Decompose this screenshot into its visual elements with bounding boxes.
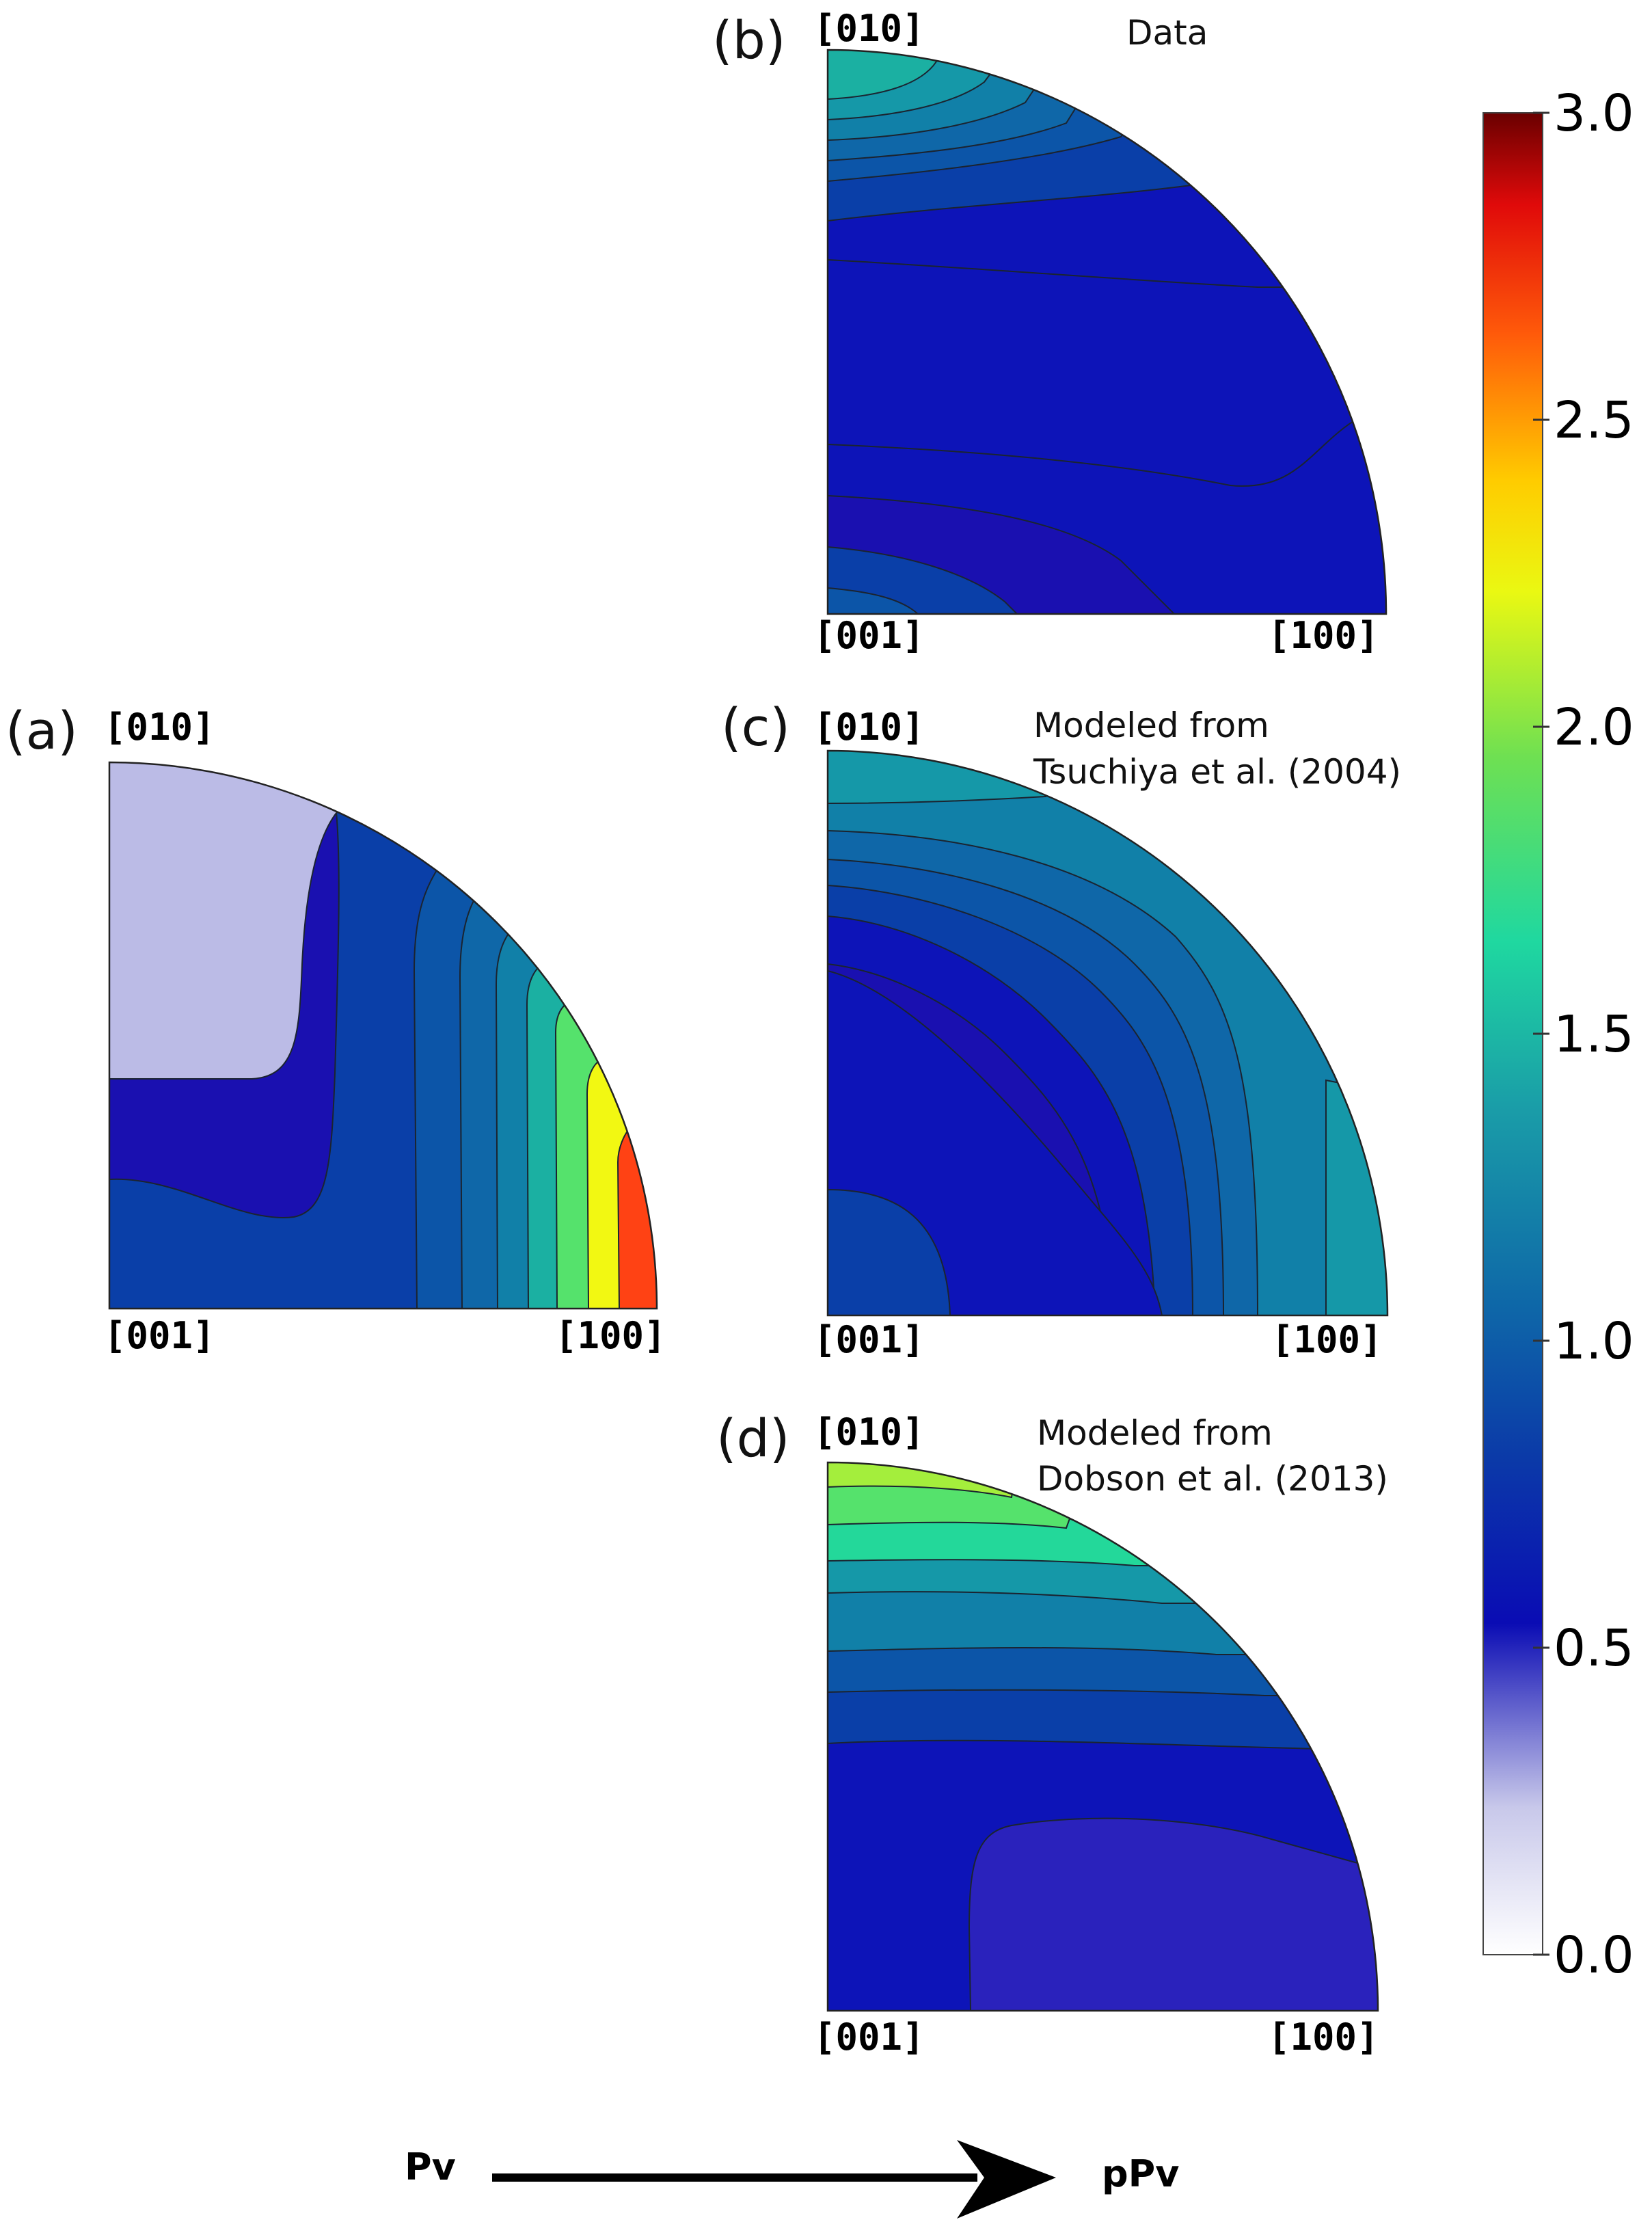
panel-b-letter: (b) <box>712 10 786 70</box>
contour-band <box>617 1093 657 1309</box>
panel-d-axis-001: [001] <box>813 2016 925 2059</box>
panel-c-axis-100: [100] <box>1271 1318 1383 1361</box>
arrow-label-ppv: pPv <box>1102 2152 1179 2195</box>
panel-a-axis-010: [010] <box>104 706 215 749</box>
panel-d-axis-100: [100] <box>1268 2016 1379 2059</box>
colorbar-tick-label: 3.0 <box>1554 84 1634 143</box>
contour-band <box>828 587 921 614</box>
colorbar: 0.0 0.5 1.0 1.5 2.0 2.5 3.0 <box>1482 84 1634 1985</box>
panel-c-contours <box>828 751 1387 1315</box>
colorbar-tick-label: 0.0 <box>1554 1926 1634 1985</box>
colorbar-tick-label: 1.5 <box>1554 1005 1634 1064</box>
panel-c-caption-line2: Tsuchiya et al. (2004) <box>1033 752 1401 792</box>
panel-a-letter: (a) <box>5 700 78 761</box>
panel-a-axis-100: [100] <box>555 1314 666 1357</box>
contour-band <box>109 762 357 1080</box>
panel-c: (c) [010] [001] [100] Modeled from Tsuch… <box>721 697 1401 1361</box>
arrow-head <box>957 2140 1056 2219</box>
colorbar-tick-label: 1.0 <box>1554 1312 1634 1371</box>
panel-b-caption: Data <box>1126 13 1208 53</box>
panel-c-caption-line1: Modeled from <box>1033 706 1269 745</box>
contour-band <box>828 1188 951 1315</box>
panel-d-caption-line2: Dobson et al. (2013) <box>1037 1459 1388 1499</box>
panel-b-axis-001: [001] <box>813 614 925 657</box>
panel-a-axis-001: [001] <box>104 1314 215 1357</box>
panel-b: (b) [010] [001] [100] Data <box>712 7 1387 657</box>
panel-b-axis-100: [100] <box>1268 614 1379 657</box>
panel-c-axis-010: [010] <box>813 706 925 749</box>
panel-d: (d) [010] [001] [100] Modeled from Dobso… <box>716 1408 1388 2059</box>
colorbar-tick-label: 2.0 <box>1554 698 1634 757</box>
panel-b-outline <box>826 49 1387 615</box>
colorbar-tick-label: 2.5 <box>1554 391 1634 450</box>
contour-band <box>1325 1079 1387 1315</box>
transition-arrow: Pv pPv <box>405 2140 1179 2219</box>
panel-c-axis-001: [001] <box>813 1318 925 1361</box>
panel-d-letter: (d) <box>716 1408 790 1469</box>
arrow-label-pv: Pv <box>405 2145 456 2189</box>
panel-d-outline <box>826 1461 1379 2012</box>
panel-a-contours <box>109 762 657 1309</box>
panel-d-caption-line1: Modeled from <box>1037 1413 1273 1453</box>
panel-b-axis-010: [010] <box>813 7 925 50</box>
colorbar-tick-label: 0.5 <box>1554 1619 1634 1678</box>
panel-a-outline <box>108 761 658 1310</box>
panel-d-axis-010: [010] <box>813 1410 925 1454</box>
colorbar-ticks: 0.0 0.5 1.0 1.5 2.0 2.5 3.0 <box>1533 84 1634 1985</box>
panel-a: (a) [010] [001] [100] <box>5 700 666 1357</box>
contour-band <box>968 1817 1378 2011</box>
colorbar-gradient <box>1482 112 1543 1955</box>
panel-d-contours <box>828 1462 1378 2011</box>
panel-c-outline <box>826 749 1389 1317</box>
panel-c-letter: (c) <box>721 697 790 758</box>
